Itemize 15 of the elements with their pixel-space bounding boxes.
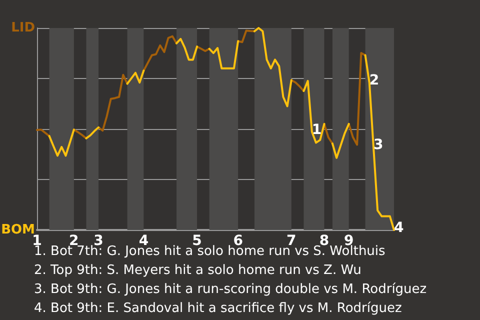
x-tick-label: 7 [286,233,296,249]
text: LID [11,20,36,36]
annotation: 3 [373,136,384,153]
x-tick-label: 5 [192,233,202,249]
text: 3. Bot 9th: G. Jones hit a run-scoring double vs M. Rodríguez [34,282,427,297]
x-tick-label: 6 [233,233,243,249]
text: 4. Bot 9th: E. Sandoval hit a sacrifice fly vs M. Rodríguez [34,301,402,316]
x-tick-label: 8 [319,233,330,249]
text: 2. Top 9th: S. Meyers hit a solo home run vs Z. Wu [34,263,362,278]
x-tick-label: 4 [138,233,149,249]
annotation: 1 [312,122,322,138]
annotation: 2 [369,72,380,89]
annotation: 4 [394,220,404,236]
text: BOM [1,222,35,238]
x-tick-label: 3 [94,233,104,249]
